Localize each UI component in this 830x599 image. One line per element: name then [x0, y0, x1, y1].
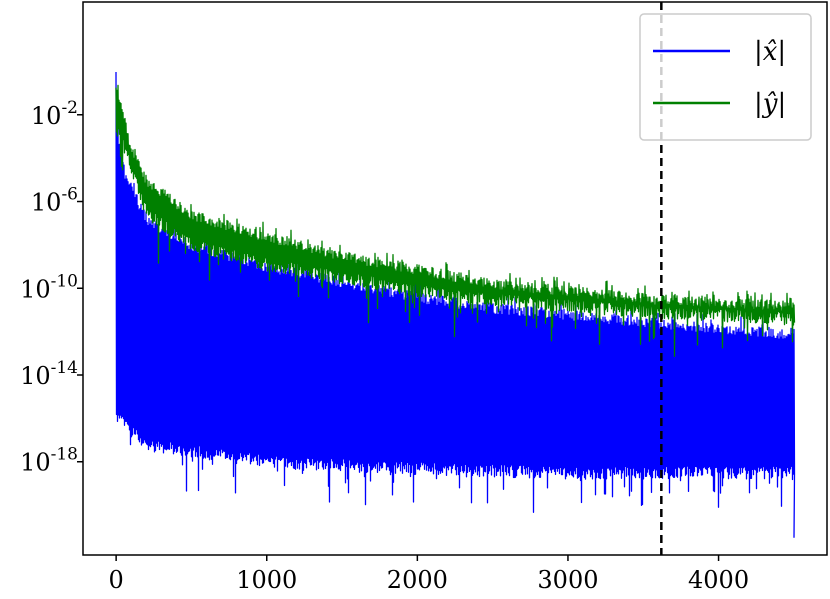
- y-tick-label: 10-10: [20, 271, 78, 303]
- y-tick-label: 10-2: [31, 98, 78, 130]
- series-y-hat-line: [115, 84, 796, 357]
- series-x-hat-line: [115, 71, 796, 538]
- legend-box: [639, 13, 812, 141]
- x-axis: 0 1000 2000 3000 4000: [108, 555, 749, 594]
- plot-frame: [82, 1, 828, 556]
- x-tick-label: 2000: [387, 566, 448, 594]
- legend-label-y-hat: |ŷ|: [754, 89, 786, 119]
- y-tick-label: 10-6: [31, 185, 78, 217]
- y-axis: 10-2 10-6 10-10 10-14 10-18: [20, 98, 83, 477]
- y-tick-label: 10-18: [20, 445, 78, 477]
- y-tick-label: 10-14: [20, 358, 78, 390]
- x-tick-label: 3000: [537, 566, 598, 594]
- legend: |x̂| |ŷ|: [639, 13, 812, 141]
- x-tick-label: 1000: [236, 566, 297, 594]
- x-tick-label: 4000: [688, 566, 749, 594]
- series-layer: [115, 71, 796, 538]
- legend-label-x-hat: |x̂|: [754, 37, 786, 67]
- x-tick-label: 0: [108, 566, 123, 594]
